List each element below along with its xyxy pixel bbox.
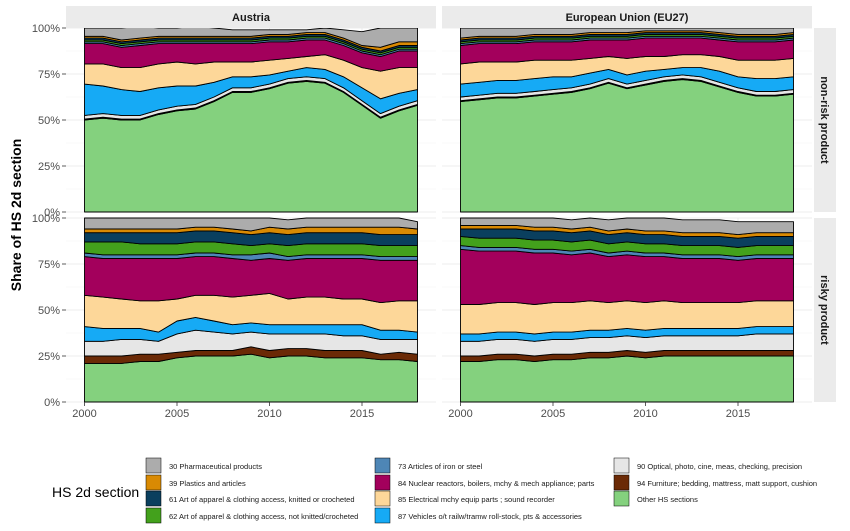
legend-swatch: [145, 457, 162, 474]
area-series-hs30: [84, 217, 418, 232]
legend: 30 Pharmaceutical products 39 Plastics an…: [145, 457, 817, 524]
legend-label: 62 Art of apparel & clothing access, not…: [169, 512, 358, 521]
y-tick-label: 75%: [38, 259, 60, 271]
facet-label-austria: Austria: [232, 12, 271, 24]
y-tick-label: 75%: [38, 69, 60, 81]
area-series-other: [460, 79, 794, 213]
legend-item-hs39: 39 Plastics and articles: [145, 474, 246, 491]
legend-swatch: [613, 474, 630, 491]
facet-strip-non-risk: non-risk product: [814, 28, 836, 212]
legend-swatch: [145, 507, 162, 524]
legend-swatch: [374, 507, 391, 524]
legend-swatch: [145, 474, 162, 491]
legend-item-hs85: 85 Electrical mchy equip parts ; sound r…: [374, 490, 555, 507]
y-tick-label: 100%: [32, 213, 60, 225]
x-tick-label: 2005: [165, 408, 189, 420]
legend-item-hs30: 30 Pharmaceutical products: [145, 457, 262, 474]
legend-swatch: [374, 474, 391, 491]
x-tick-label: 2015: [350, 408, 374, 420]
legend-label: 30 Pharmaceutical products: [169, 462, 262, 471]
legend-swatch: [613, 490, 630, 507]
legend-item-other: Other HS sections: [613, 490, 698, 507]
legend-item-hs62: 62 Art of apparel & clothing access, not…: [145, 507, 358, 524]
legend-item-hs84: 84 Nuclear reactors, boilers, mchy & mec…: [374, 474, 595, 491]
y-tick-label: 25%: [38, 161, 60, 173]
x-tick-label: 2010: [257, 408, 281, 420]
y-tick-label: 0%: [44, 397, 60, 409]
x-tick-label: 2000: [72, 408, 96, 420]
y-tick-label: 25%: [38, 351, 60, 363]
panel-risky-austria: [66, 217, 436, 403]
legend-item-hs94: 94 Furniture; bedding, mattress, matt su…: [613, 474, 817, 491]
legend-item-hs73: 73 Articles of iron or steel: [374, 457, 483, 474]
facet-label-non-risk: non-risk product: [818, 76, 830, 164]
legend-label: Other HS sections: [637, 495, 698, 504]
x-tick-label: 2015: [726, 408, 750, 420]
panel-risky-eu27: [442, 217, 812, 403]
facet-label-risky: risky product: [818, 275, 830, 345]
x-tick-label: 2005: [541, 408, 565, 420]
legend-label: 73 Articles of iron or steel: [398, 462, 483, 471]
y-tick-label: 0%: [44, 207, 60, 219]
area-series-hs84: [84, 256, 418, 304]
facet-label-eu27: European Union (EU27): [566, 12, 689, 24]
panel-non-risk-austria: [66, 25, 436, 213]
legend-label: 61 Art of apparel & clothing access, kni…: [169, 495, 355, 504]
y-tick-label: 100%: [32, 23, 60, 35]
legend-label: 87 Vehicles o/t railw/tramw roll-stock, …: [398, 512, 582, 521]
legend-item-hs87: 87 Vehicles o/t railw/tramw roll-stock, …: [374, 507, 582, 524]
legend-label: 94 Furniture; bedding, mattress, matt su…: [637, 479, 817, 488]
legend-swatch: [145, 490, 162, 507]
panel-non-risk-eu27: [442, 27, 812, 213]
area-series-hs30: [460, 217, 794, 236]
legend-item-hs90: 90 Optical, photo, cine, meas, checking,…: [613, 457, 802, 474]
legend-swatch: [374, 490, 391, 507]
legend-label: 85 Electrical mchy equip parts ; sound r…: [398, 495, 555, 504]
y-tick-label: 50%: [38, 115, 60, 127]
legend-swatch: [613, 457, 630, 474]
y-axis-title: Share of HS 2d section: [8, 139, 24, 291]
legend-label: 84 Nuclear reactors, boilers, mchy & mec…: [398, 479, 595, 488]
x-tick-label: 2010: [633, 408, 657, 420]
legend-item-hs61: 61 Art of apparel & clothing access, kni…: [145, 490, 355, 507]
facet-strip-austria: Austria: [66, 6, 436, 28]
legend-label: 90 Optical, photo, cine, meas, checking,…: [637, 462, 802, 471]
x-tick-label: 2000: [448, 408, 472, 420]
facet-strip-eu27: European Union (EU27): [442, 6, 812, 28]
y-tick-label: 50%: [38, 305, 60, 317]
legend-label: 39 Plastics and articles: [169, 479, 246, 488]
facet-strip-risky: risky product: [814, 218, 836, 402]
legend-title: HS 2d section: [52, 484, 139, 500]
legend-swatch: [374, 457, 391, 474]
area-series-other: [460, 355, 794, 403]
